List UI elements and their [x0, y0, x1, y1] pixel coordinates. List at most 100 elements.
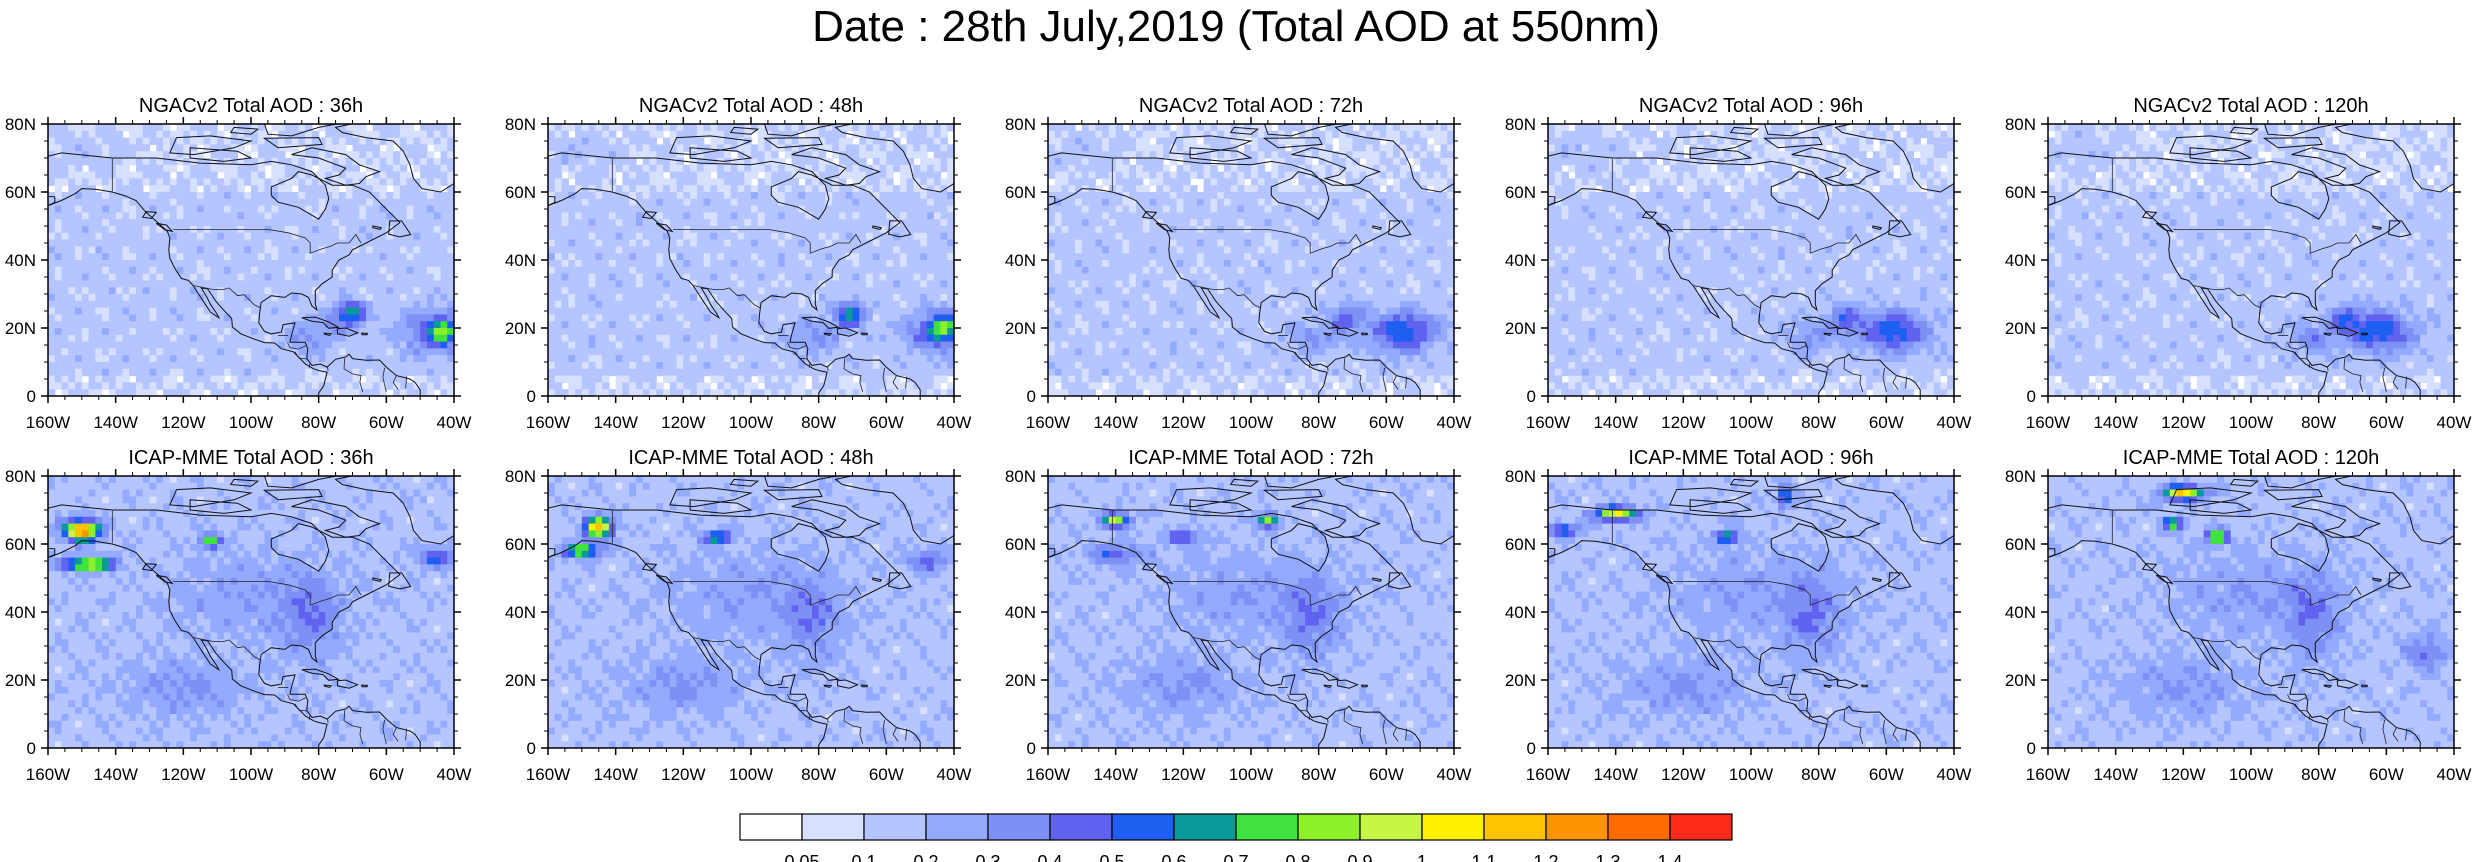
colorbar-swatch: [1173, 813, 1237, 841]
latitude-label: 20N: [1005, 319, 1036, 338]
political-borders: [1611, 510, 1907, 745]
colorbar-swatch: [739, 813, 803, 841]
latitude-label: 80N: [1505, 115, 1536, 134]
colorbar-label: 0.8: [1285, 852, 1310, 862]
longitude-label: 140W: [93, 413, 137, 432]
political-borders: [611, 158, 907, 393]
colorbar-label: 1.4: [1657, 852, 1682, 862]
latitude-label: 60N: [1005, 535, 1036, 554]
longitude-label: 120W: [2161, 413, 2205, 432]
latitude-label: 20N: [5, 319, 36, 338]
longitude-label: 160W: [526, 765, 570, 784]
colorbar-swatch: [1669, 813, 1733, 841]
longitude-label: 140W: [2093, 413, 2137, 432]
latitude-label: 60N: [5, 535, 36, 554]
longitude-label: 160W: [1526, 765, 1570, 784]
map-panel: NGACv2 Total AOD : 120h 160W 140W 120W 100W 8…: [2005, 95, 2472, 432]
latitude-label: 0: [27, 387, 36, 406]
colorbar-label: 1.2: [1533, 852, 1558, 862]
latitude-label: 80N: [5, 467, 36, 486]
latitude-label: 80N: [2005, 115, 2036, 134]
latitude-label: 60N: [1005, 183, 1036, 202]
longitude-label: 60W: [869, 413, 904, 432]
coastlines: [1548, 124, 1954, 396]
longitude-label: 40W: [437, 413, 472, 432]
colorbar-label: 0.4: [1037, 852, 1062, 862]
latitude-label: 40N: [1005, 251, 1036, 270]
longitude-label: 120W: [661, 413, 705, 432]
longitude-label: 80W: [1301, 413, 1336, 432]
coastlines: [548, 476, 954, 748]
longitude-label: 140W: [93, 765, 137, 784]
latitude-label: 60N: [505, 535, 536, 554]
panel-title: ICAP-MME Total AOD : 72h: [1128, 447, 1373, 469]
longitude-label: 140W: [1593, 765, 1637, 784]
longitude-label: 80W: [1801, 413, 1836, 432]
latitude-label: 0: [527, 739, 536, 758]
latitude-label: 0: [2027, 387, 2036, 406]
latitude-label: 20N: [1505, 671, 1536, 690]
colorbar-label: 1.1: [1471, 852, 1496, 862]
political-borders: [1611, 158, 1907, 393]
panel-title: NGACv2 Total AOD : 72h: [1139, 95, 1363, 117]
colorbar: 0.05 0.1 0.2 0.3 0.4 0.5 0.6 0.7 0.8 0.9 1 1.1 1.2 1.…: [739, 813, 1733, 862]
latitude-label: 60N: [1505, 535, 1536, 554]
latitude-label: 60N: [505, 183, 536, 202]
longitude-label: 140W: [1093, 413, 1137, 432]
longitude-label: 80W: [801, 413, 836, 432]
longitude-label: 100W: [2229, 413, 2273, 432]
latitude-label: 80N: [2005, 467, 2036, 486]
longitude-label: 160W: [1526, 413, 1570, 432]
longitude-label: 60W: [1869, 413, 1904, 432]
political-borders: [111, 158, 407, 393]
latitude-label: 80N: [1505, 467, 1536, 486]
coastlines: [2048, 124, 2454, 396]
latitude-label: 40N: [505, 603, 536, 622]
colorbar-swatch: [1111, 813, 1175, 841]
longitude-label: 160W: [26, 413, 70, 432]
latitude-label: 20N: [2005, 671, 2036, 690]
aod-field: [2048, 476, 2454, 748]
longitude-label: 120W: [661, 765, 705, 784]
map-panel: ICAP-MME Total AOD : 36h 160W 140W 120W 100W…: [5, 447, 472, 784]
latitude-label: 40N: [5, 251, 36, 270]
latitude-label: 40N: [505, 251, 536, 270]
colorbar-swatch: [1545, 813, 1609, 841]
latitude-label: 0: [1027, 387, 1036, 406]
longitude-label: 60W: [2369, 413, 2404, 432]
latitude-label: 40N: [2005, 603, 2036, 622]
latitude-label: 0: [1027, 739, 1036, 758]
coastlines: [1548, 476, 1954, 748]
latitude-label: 20N: [505, 671, 536, 690]
colorbar-swatch: [1421, 813, 1485, 841]
latitude-label: 40N: [5, 603, 36, 622]
latitude-label: 40N: [1505, 603, 1536, 622]
latitude-label: 80N: [1005, 115, 1036, 134]
aod-field: [1548, 476, 1954, 748]
longitude-label: 140W: [1593, 413, 1637, 432]
longitude-label: 100W: [1729, 765, 1773, 784]
longitude-label: 140W: [593, 413, 637, 432]
colorbar-swatch: [801, 813, 865, 841]
colorbar-label: 0.1: [851, 852, 876, 862]
colorbar-label: 0.05: [784, 852, 819, 862]
colorbar-label: 0.5: [1099, 852, 1124, 862]
panel-title: NGACv2 Total AOD : 120h: [2133, 95, 2368, 117]
aod-field: [48, 476, 454, 748]
longitude-label: 40W: [1937, 413, 1972, 432]
political-borders: [2111, 510, 2407, 745]
longitude-label: 40W: [437, 765, 472, 784]
colorbar-swatch: [925, 813, 989, 841]
longitude-label: 120W: [1161, 765, 1205, 784]
longitude-label: 60W: [1869, 765, 1904, 784]
longitude-label: 60W: [2369, 765, 2404, 784]
panel-title: ICAP-MME Total AOD : 48h: [628, 447, 873, 469]
aod-field: [2048, 124, 2454, 396]
longitude-label: 100W: [1229, 765, 1273, 784]
colorbar-label: 1.3: [1595, 852, 1620, 862]
longitude-label: 40W: [1437, 765, 1472, 784]
longitude-label: 140W: [593, 765, 637, 784]
panel-title: ICAP-MME Total AOD : 36h: [128, 447, 373, 469]
longitude-label: 60W: [1369, 765, 1404, 784]
